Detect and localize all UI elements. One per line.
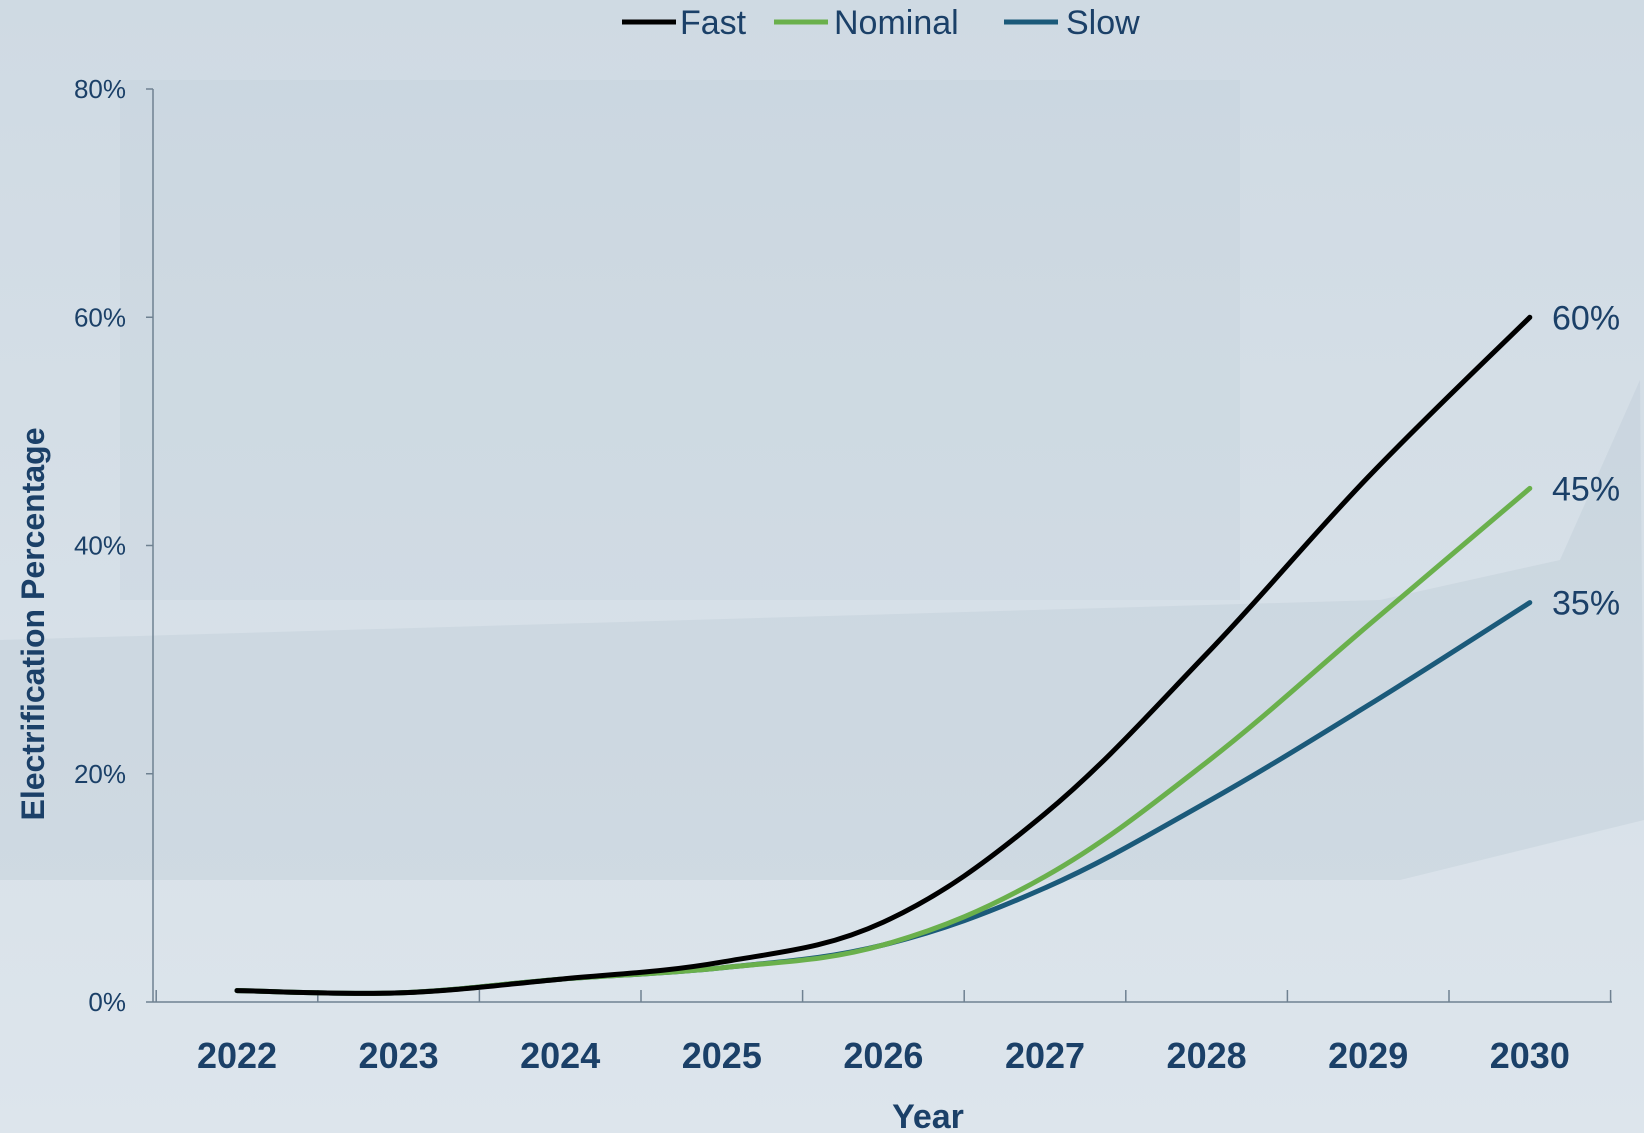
- x-axis-title: Year: [892, 1098, 964, 1133]
- x-tick-label: 2027: [1005, 1035, 1085, 1076]
- legend-label: Slow: [1066, 4, 1140, 42]
- legend-item-nominal: Nominal: [774, 4, 959, 42]
- end-label-fast: 60%: [1552, 299, 1620, 337]
- legend-item-slow: Slow: [1004, 4, 1140, 42]
- series-line-fast: [234, 314, 1533, 996]
- x-tick-label: 2028: [1167, 1035, 1247, 1076]
- x-tick-label: 2023: [359, 1035, 439, 1076]
- y-axis-title: Electrification Percentage: [15, 427, 51, 820]
- x-tick-label: 2030: [1490, 1035, 1570, 1076]
- end-label-nominal: 45%: [1552, 470, 1620, 508]
- x-tick-label: 2024: [520, 1035, 600, 1076]
- y-tick-label: 20%: [74, 759, 126, 789]
- y-tick-label: 60%: [74, 302, 126, 332]
- x-tick-label: 2026: [843, 1035, 923, 1076]
- y-tick-label: 80%: [74, 74, 126, 104]
- background-windshield-shade: [0, 380, 1644, 880]
- end-label-slow: 35%: [1552, 585, 1620, 623]
- legend-label: Fast: [680, 4, 747, 42]
- y-tick-label: 0%: [88, 987, 126, 1017]
- legend-item-fast: Fast: [622, 4, 747, 42]
- x-tick-label: 2025: [682, 1035, 762, 1076]
- background-cab-shade: [120, 80, 1240, 600]
- x-tick-label: 2022: [197, 1035, 277, 1076]
- y-tick-label: 40%: [74, 531, 126, 561]
- legend-label: Nominal: [834, 4, 959, 42]
- x-tick-label: 2029: [1328, 1035, 1408, 1076]
